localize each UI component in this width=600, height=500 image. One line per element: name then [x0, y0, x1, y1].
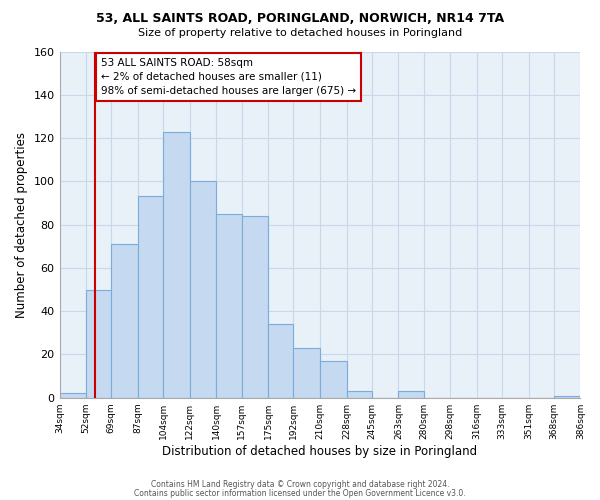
Bar — [398, 391, 424, 398]
Bar — [190, 182, 217, 398]
Bar — [347, 391, 372, 398]
Text: 53, ALL SAINTS ROAD, PORINGLAND, NORWICH, NR14 7TA: 53, ALL SAINTS ROAD, PORINGLAND, NORWICH… — [96, 12, 504, 26]
X-axis label: Distribution of detached houses by size in Poringland: Distribution of detached houses by size … — [163, 444, 478, 458]
Text: Contains HM Land Registry data © Crown copyright and database right 2024.: Contains HM Land Registry data © Crown c… — [151, 480, 449, 489]
Bar — [554, 396, 580, 398]
Bar — [242, 216, 268, 398]
Text: 53 ALL SAINTS ROAD: 58sqm
← 2% of detached houses are smaller (11)
98% of semi-d: 53 ALL SAINTS ROAD: 58sqm ← 2% of detach… — [101, 58, 356, 96]
Bar — [320, 361, 347, 398]
Bar — [138, 196, 163, 398]
Bar — [59, 394, 86, 398]
Bar — [112, 244, 138, 398]
Bar — [163, 132, 190, 398]
Bar — [217, 214, 242, 398]
Text: Size of property relative to detached houses in Poringland: Size of property relative to detached ho… — [138, 28, 462, 38]
Text: Contains public sector information licensed under the Open Government Licence v3: Contains public sector information licen… — [134, 488, 466, 498]
Bar — [86, 290, 112, 398]
Y-axis label: Number of detached properties: Number of detached properties — [15, 132, 28, 318]
Bar — [293, 348, 320, 398]
Bar — [268, 324, 293, 398]
